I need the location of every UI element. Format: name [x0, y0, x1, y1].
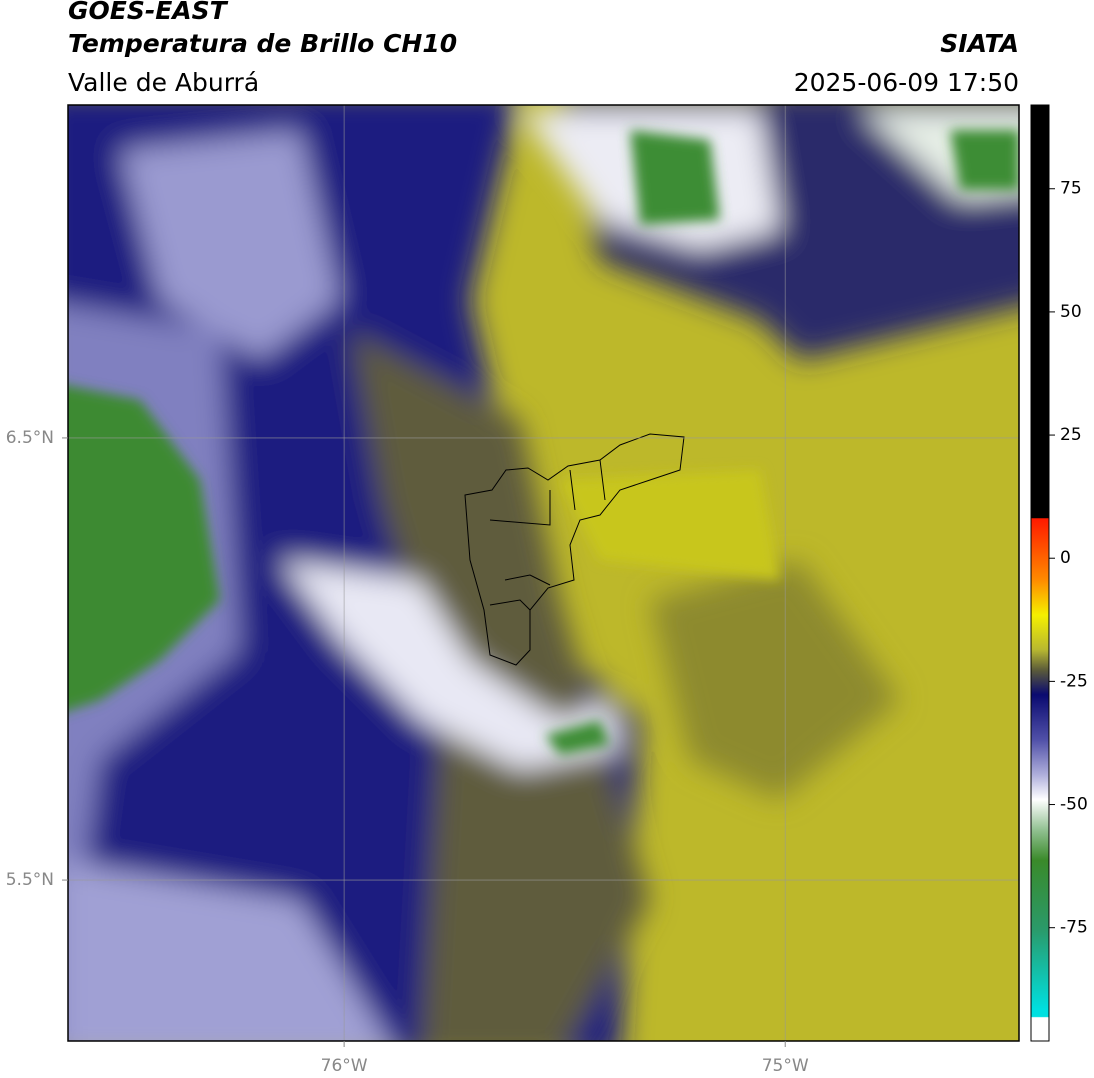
region: Valle de Aburrá: [68, 68, 259, 97]
colorbar-tick-label: 25: [1060, 425, 1082, 445]
colorbar-tick-label: -75: [1060, 918, 1088, 938]
colorbar-tick-label: -25: [1060, 671, 1088, 691]
y-tick-label: 6.5°N: [6, 428, 54, 448]
x-tick-label: 76°W: [321, 1056, 368, 1076]
colorbar-tick-label: 75: [1060, 179, 1082, 199]
x-tick-label: 75°W: [762, 1056, 809, 1076]
y-tick-label: 5.5°N: [6, 870, 54, 890]
title: GOES-EAST: [68, 0, 229, 25]
municipality-outlines: [464, 433, 685, 666]
source: SIATA: [940, 29, 1019, 58]
satellite-image: [68, 105, 1019, 1041]
map-frame: [67, 104, 1020, 1042]
subtitle: Temperatura de Brillo CH10: [68, 29, 457, 58]
datetime: 2025-06-09 17:50: [794, 68, 1019, 97]
colorbar-tick-label: 50: [1060, 302, 1082, 322]
grid: [68, 105, 1019, 1041]
colorbar-tick-label: -50: [1060, 795, 1088, 815]
colorbar: [1030, 104, 1050, 1042]
colorbar-tick-label: 0: [1060, 548, 1071, 568]
